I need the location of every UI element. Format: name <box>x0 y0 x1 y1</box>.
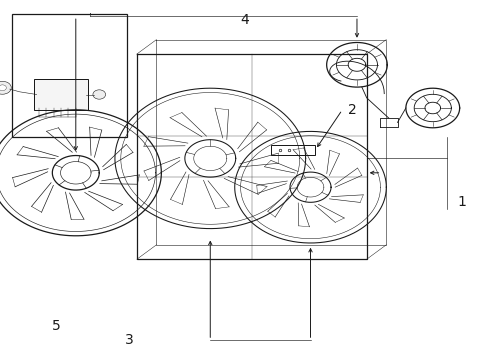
Text: 2: 2 <box>347 103 356 117</box>
Circle shape <box>0 85 6 91</box>
Bar <box>271 145 315 155</box>
Bar <box>12 14 127 137</box>
Text: 1: 1 <box>457 195 466 208</box>
FancyBboxPatch shape <box>34 79 88 110</box>
Circle shape <box>93 90 105 99</box>
Text: 4: 4 <box>240 13 248 27</box>
Circle shape <box>0 81 11 94</box>
Text: 5: 5 <box>52 319 61 333</box>
Text: 3: 3 <box>125 333 134 347</box>
